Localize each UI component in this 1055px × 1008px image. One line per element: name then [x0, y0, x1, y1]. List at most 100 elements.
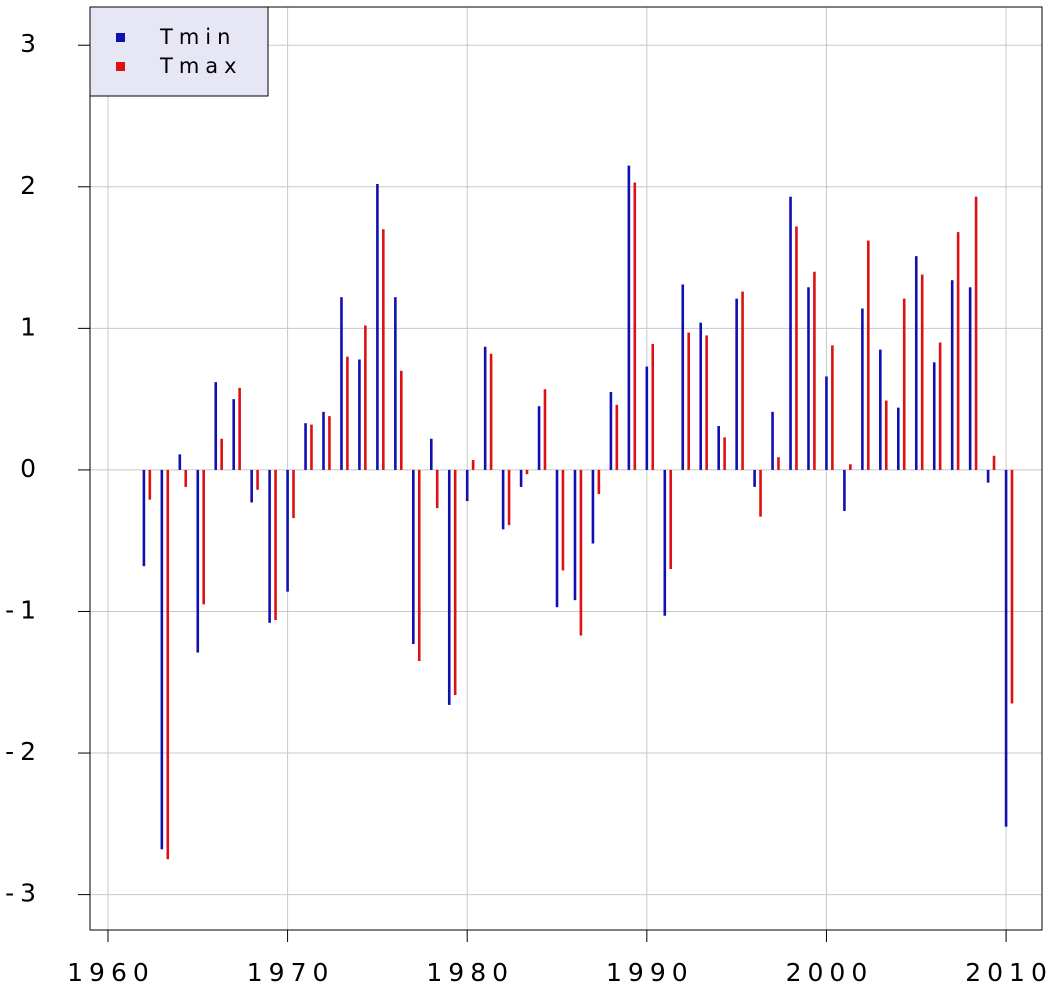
bar: [884, 400, 888, 470]
bar: [825, 376, 828, 470]
bar: [214, 382, 218, 470]
bar: [741, 291, 744, 470]
bar: [322, 411, 325, 470]
bar: [358, 359, 361, 470]
bar: [148, 469, 152, 500]
bar: [717, 426, 720, 470]
bar: [992, 455, 996, 470]
bar: [364, 325, 367, 470]
bar: [202, 469, 206, 605]
bar: [268, 469, 271, 623]
bar: [705, 335, 708, 470]
x-tick-label: 2000: [786, 958, 874, 987]
legend-label: Tmax: [159, 54, 243, 78]
x-tick-label: 1970: [247, 958, 335, 987]
bar: [184, 469, 188, 487]
bar: [256, 469, 259, 490]
bar: [519, 469, 523, 487]
bar: [843, 469, 846, 511]
bar: [932, 362, 936, 470]
x-tick-label: 1980: [426, 958, 514, 987]
bar: [555, 469, 559, 608]
bar: [609, 392, 613, 470]
bar: [304, 423, 307, 470]
bar: [166, 469, 170, 860]
bar: [663, 469, 667, 616]
bar: [627, 165, 631, 470]
bar: [968, 287, 972, 470]
bar: [178, 454, 182, 470]
bar: [669, 469, 673, 570]
bar: [238, 387, 241, 470]
bar: [831, 345, 834, 470]
bar: [274, 469, 277, 620]
bar: [1004, 469, 1008, 827]
bar: [250, 469, 253, 503]
bar: [615, 404, 619, 470]
y-tick-label: -1: [5, 595, 42, 624]
bar: [573, 469, 577, 601]
bar: [735, 298, 738, 470]
bar: [633, 182, 637, 470]
bar: [938, 342, 942, 470]
legend-label: Tmin: [159, 25, 236, 49]
bar: [376, 183, 379, 470]
bar: [651, 343, 655, 470]
plot-frame: [89, 6, 1043, 931]
bar: [789, 196, 792, 470]
bar: [543, 389, 547, 470]
bar: [813, 271, 816, 470]
bar: [537, 406, 541, 470]
legend-box: [89, 6, 269, 97]
bar: [412, 469, 415, 645]
bar: [160, 469, 164, 850]
bar: [579, 469, 583, 636]
bar: [914, 256, 918, 470]
bar: [861, 308, 864, 470]
x-tick-label: 2010: [965, 958, 1053, 987]
bar: [465, 469, 469, 502]
bar: [777, 457, 780, 470]
y-tick-label: -2: [5, 737, 42, 766]
bar: [591, 469, 595, 544]
bar: [681, 284, 685, 470]
bar: [447, 469, 451, 705]
bar: [346, 356, 349, 470]
legend-swatch: [116, 62, 125, 71]
bar: [986, 469, 990, 483]
bar: [142, 469, 146, 567]
bar: [956, 232, 960, 470]
bar: [399, 370, 403, 470]
bar: [897, 407, 900, 470]
y-tick-label: 2: [20, 171, 42, 200]
bar: [471, 460, 475, 470]
bar: [950, 280, 954, 470]
bar: [340, 297, 343, 470]
bar: [489, 353, 493, 470]
bar: [771, 411, 774, 470]
bar: [723, 437, 726, 470]
bar: [974, 196, 978, 470]
bar: [879, 349, 882, 470]
bar: [292, 469, 295, 519]
bar: [394, 297, 397, 470]
bar: [501, 469, 505, 530]
bar: [435, 469, 439, 509]
legend-swatch: [116, 33, 125, 42]
bar: [645, 366, 649, 470]
bar: [453, 469, 457, 696]
x-tick-label: 1960: [67, 958, 155, 987]
bar: [507, 469, 511, 526]
y-tick-label: -3: [5, 879, 42, 908]
bar: [753, 469, 756, 487]
y-tick-label: 0: [20, 454, 42, 483]
bar: [561, 469, 565, 571]
y-tick-label: 1: [20, 312, 42, 341]
bar: [902, 298, 906, 470]
bar: [232, 399, 235, 470]
bar: [699, 322, 703, 470]
bar: [196, 469, 200, 653]
bar: [310, 424, 313, 470]
bar: [867, 240, 870, 470]
